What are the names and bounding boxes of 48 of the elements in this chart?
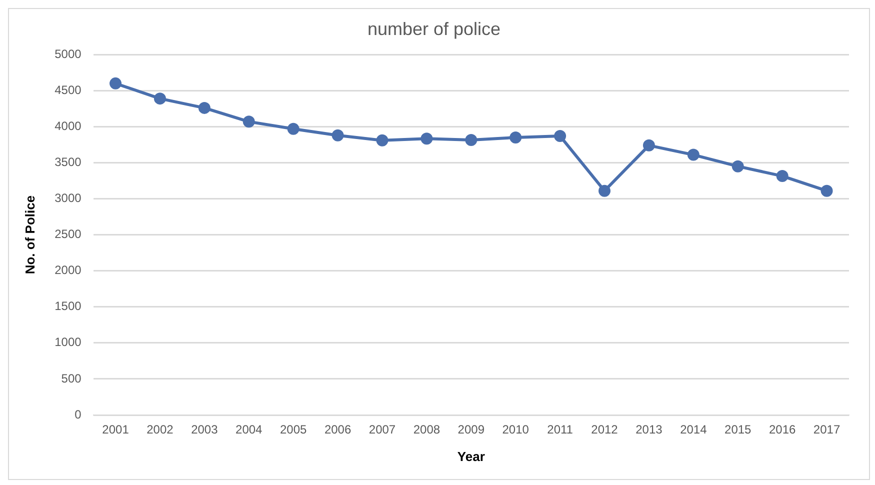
point [376, 134, 388, 146]
point [820, 184, 833, 197]
point [154, 92, 166, 105]
y-tick-label: 4500 [54, 82, 82, 97]
x-tick-label: 2015 [724, 422, 752, 437]
x-axis-title: Year [457, 448, 485, 464]
x-tick-label: 2002 [146, 422, 174, 437]
x-tick-label: 2005 [280, 422, 308, 437]
x-tick-label: 2008 [413, 422, 440, 437]
x-tick-label: 2010 [502, 422, 530, 437]
point [776, 170, 788, 182]
point [420, 132, 433, 145]
y-tick-label: 5000 [54, 46, 82, 61]
x-tick-label: 2009 [458, 422, 485, 437]
point [598, 184, 611, 197]
x-tick-label: 2013 [636, 422, 663, 437]
y-axis-title: No. of Police [22, 195, 38, 274]
point [687, 148, 700, 161]
point [554, 130, 566, 142]
x-tick-label: 2016 [768, 422, 796, 437]
point [287, 122, 300, 135]
x-tick-label: 2011 [547, 422, 574, 437]
x-tick-label: 2006 [324, 422, 352, 437]
y-tick-label: 2000 [54, 263, 82, 278]
point [198, 102, 210, 114]
point [242, 116, 255, 128]
point [110, 77, 122, 90]
point [465, 134, 478, 146]
x-tick-label: 2012 [591, 422, 618, 437]
x-tick-label: 2003 [191, 422, 218, 437]
chart-title: number of police [367, 18, 501, 39]
point [332, 129, 344, 142]
y-tick-label: 2500 [54, 227, 82, 242]
x-tick-label: 2017 [813, 422, 840, 437]
point [732, 160, 744, 172]
x-tick-label: 2007 [368, 422, 396, 437]
point [642, 139, 655, 152]
point [510, 131, 522, 144]
x-tick-label: 2004 [236, 422, 263, 437]
y-tick-label: 3500 [54, 155, 82, 170]
x-tick-label: 2014 [680, 422, 708, 437]
y-tick-label: 0 [74, 407, 82, 422]
y-tick-label: 4000 [54, 118, 82, 133]
y-tick-label: 500 [61, 371, 82, 386]
x-tick-label: 2001 [102, 422, 130, 437]
y-tick-label: 1000 [54, 335, 82, 350]
y-tick-label: 1500 [54, 299, 82, 314]
y-tick-label: 3000 [54, 191, 82, 206]
